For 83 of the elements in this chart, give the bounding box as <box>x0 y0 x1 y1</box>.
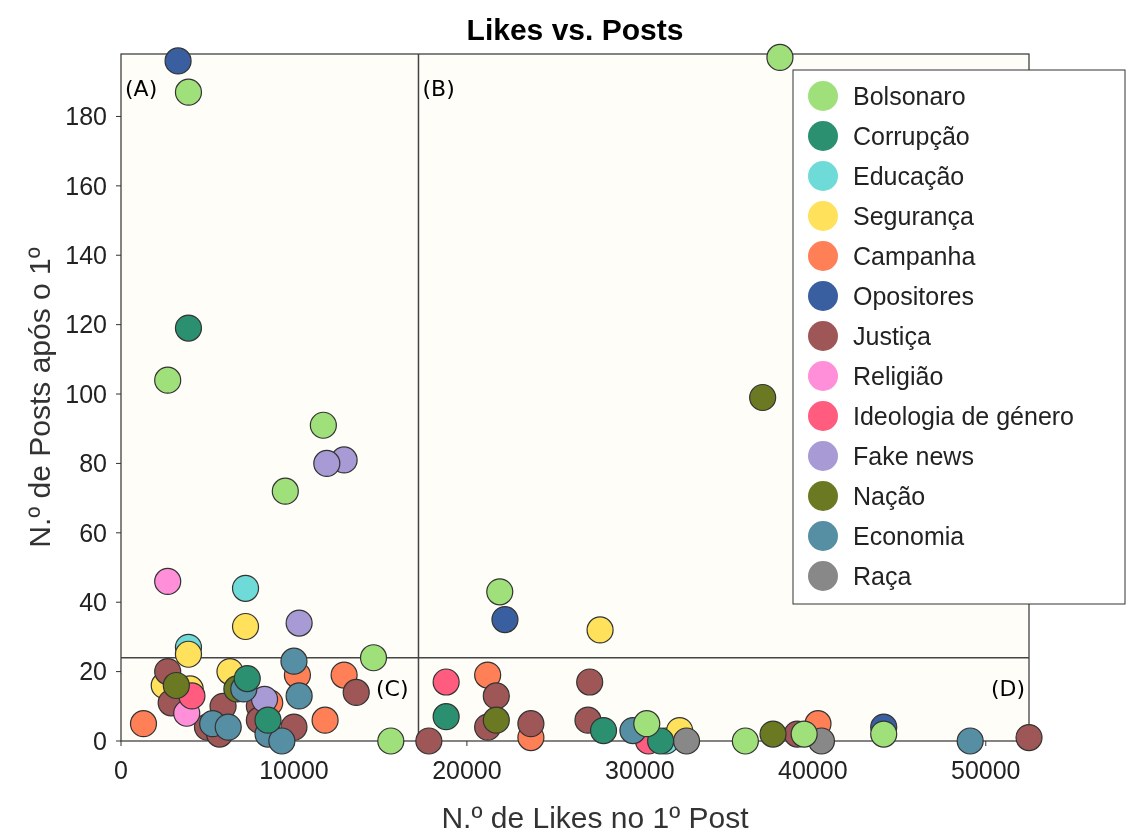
point <box>589 717 618 745</box>
point <box>377 727 405 755</box>
legend-label: Justiça <box>853 321 931 350</box>
point <box>342 678 370 706</box>
point <box>586 616 614 644</box>
point <box>672 727 701 755</box>
legend-label: Ideologia de género <box>853 401 1075 430</box>
annotation: (A) <box>125 76 158 101</box>
y-tick-label: 40 <box>79 587 107 616</box>
legend-label: Campanha <box>853 241 976 270</box>
point <box>486 578 514 606</box>
legend-label: Fake news <box>853 441 974 470</box>
y-axis-title: N.º de Posts após o 1º <box>23 247 56 548</box>
point <box>749 383 777 412</box>
legend-label: Opositores <box>853 281 974 310</box>
point <box>870 720 898 748</box>
annotation: (B) <box>422 76 455 101</box>
point <box>790 720 818 748</box>
point <box>432 668 460 696</box>
point <box>233 664 261 693</box>
x-tick-label: 40000 <box>778 756 848 784</box>
legend-label: Bolsonaro <box>853 81 966 110</box>
point <box>174 78 203 106</box>
point <box>956 727 984 755</box>
y-tick-label: 120 <box>65 310 107 339</box>
point <box>432 703 460 731</box>
point <box>1015 723 1043 752</box>
point <box>633 710 661 738</box>
point <box>415 727 443 755</box>
point <box>254 706 282 734</box>
point <box>576 668 604 696</box>
y-tick-label: 140 <box>65 240 107 269</box>
x-tick-label: 10000 <box>259 756 329 784</box>
point <box>474 661 502 689</box>
point <box>766 43 794 72</box>
point <box>491 605 519 634</box>
annotation: (C) <box>375 675 409 701</box>
point <box>359 644 388 672</box>
point <box>271 477 299 505</box>
legend-label: Raça <box>853 561 912 590</box>
point <box>731 727 759 755</box>
x-tick-label: 20000 <box>432 756 502 784</box>
y-tick-label: 180 <box>65 102 107 131</box>
point <box>162 671 190 700</box>
point <box>309 411 337 439</box>
point <box>154 366 182 394</box>
point <box>164 47 192 75</box>
point <box>214 713 242 741</box>
point <box>268 727 296 755</box>
point <box>313 449 341 477</box>
point <box>285 609 313 637</box>
y-tick-label: 60 <box>79 518 107 547</box>
point <box>154 567 182 595</box>
point <box>129 710 158 738</box>
y-tick-label: 100 <box>65 379 107 408</box>
point <box>311 706 339 734</box>
point <box>231 612 260 641</box>
legend-label: Nação <box>853 481 926 510</box>
point <box>174 314 203 342</box>
y-tick-label: 80 <box>79 449 107 478</box>
legend-label: Segurança <box>853 201 975 230</box>
point <box>482 682 510 710</box>
legend-label: Corrupção <box>853 121 970 150</box>
legend-label: Educação <box>853 161 965 190</box>
point <box>280 647 308 675</box>
annotation: (D) <box>990 675 1025 701</box>
point <box>517 710 545 738</box>
point <box>482 706 510 734</box>
x-tick-label: 0 <box>114 756 128 784</box>
point <box>231 574 260 602</box>
y-tick-label: 20 <box>79 657 107 686</box>
legend-label: Economia <box>853 521 965 550</box>
x-tick-label: 30000 <box>605 756 675 784</box>
chart-title: Likes vs. Posts <box>466 13 684 46</box>
point <box>285 682 313 710</box>
point <box>759 720 787 748</box>
point <box>174 640 203 668</box>
x-tick-label: 50000 <box>951 756 1021 784</box>
y-tick-label: 0 <box>93 726 107 755</box>
y-tick-label: 160 <box>65 171 107 200</box>
legend-label: Religião <box>853 361 944 390</box>
x-axis-title: N.º de Likes no 1º Post <box>441 801 750 834</box>
point <box>647 727 675 755</box>
